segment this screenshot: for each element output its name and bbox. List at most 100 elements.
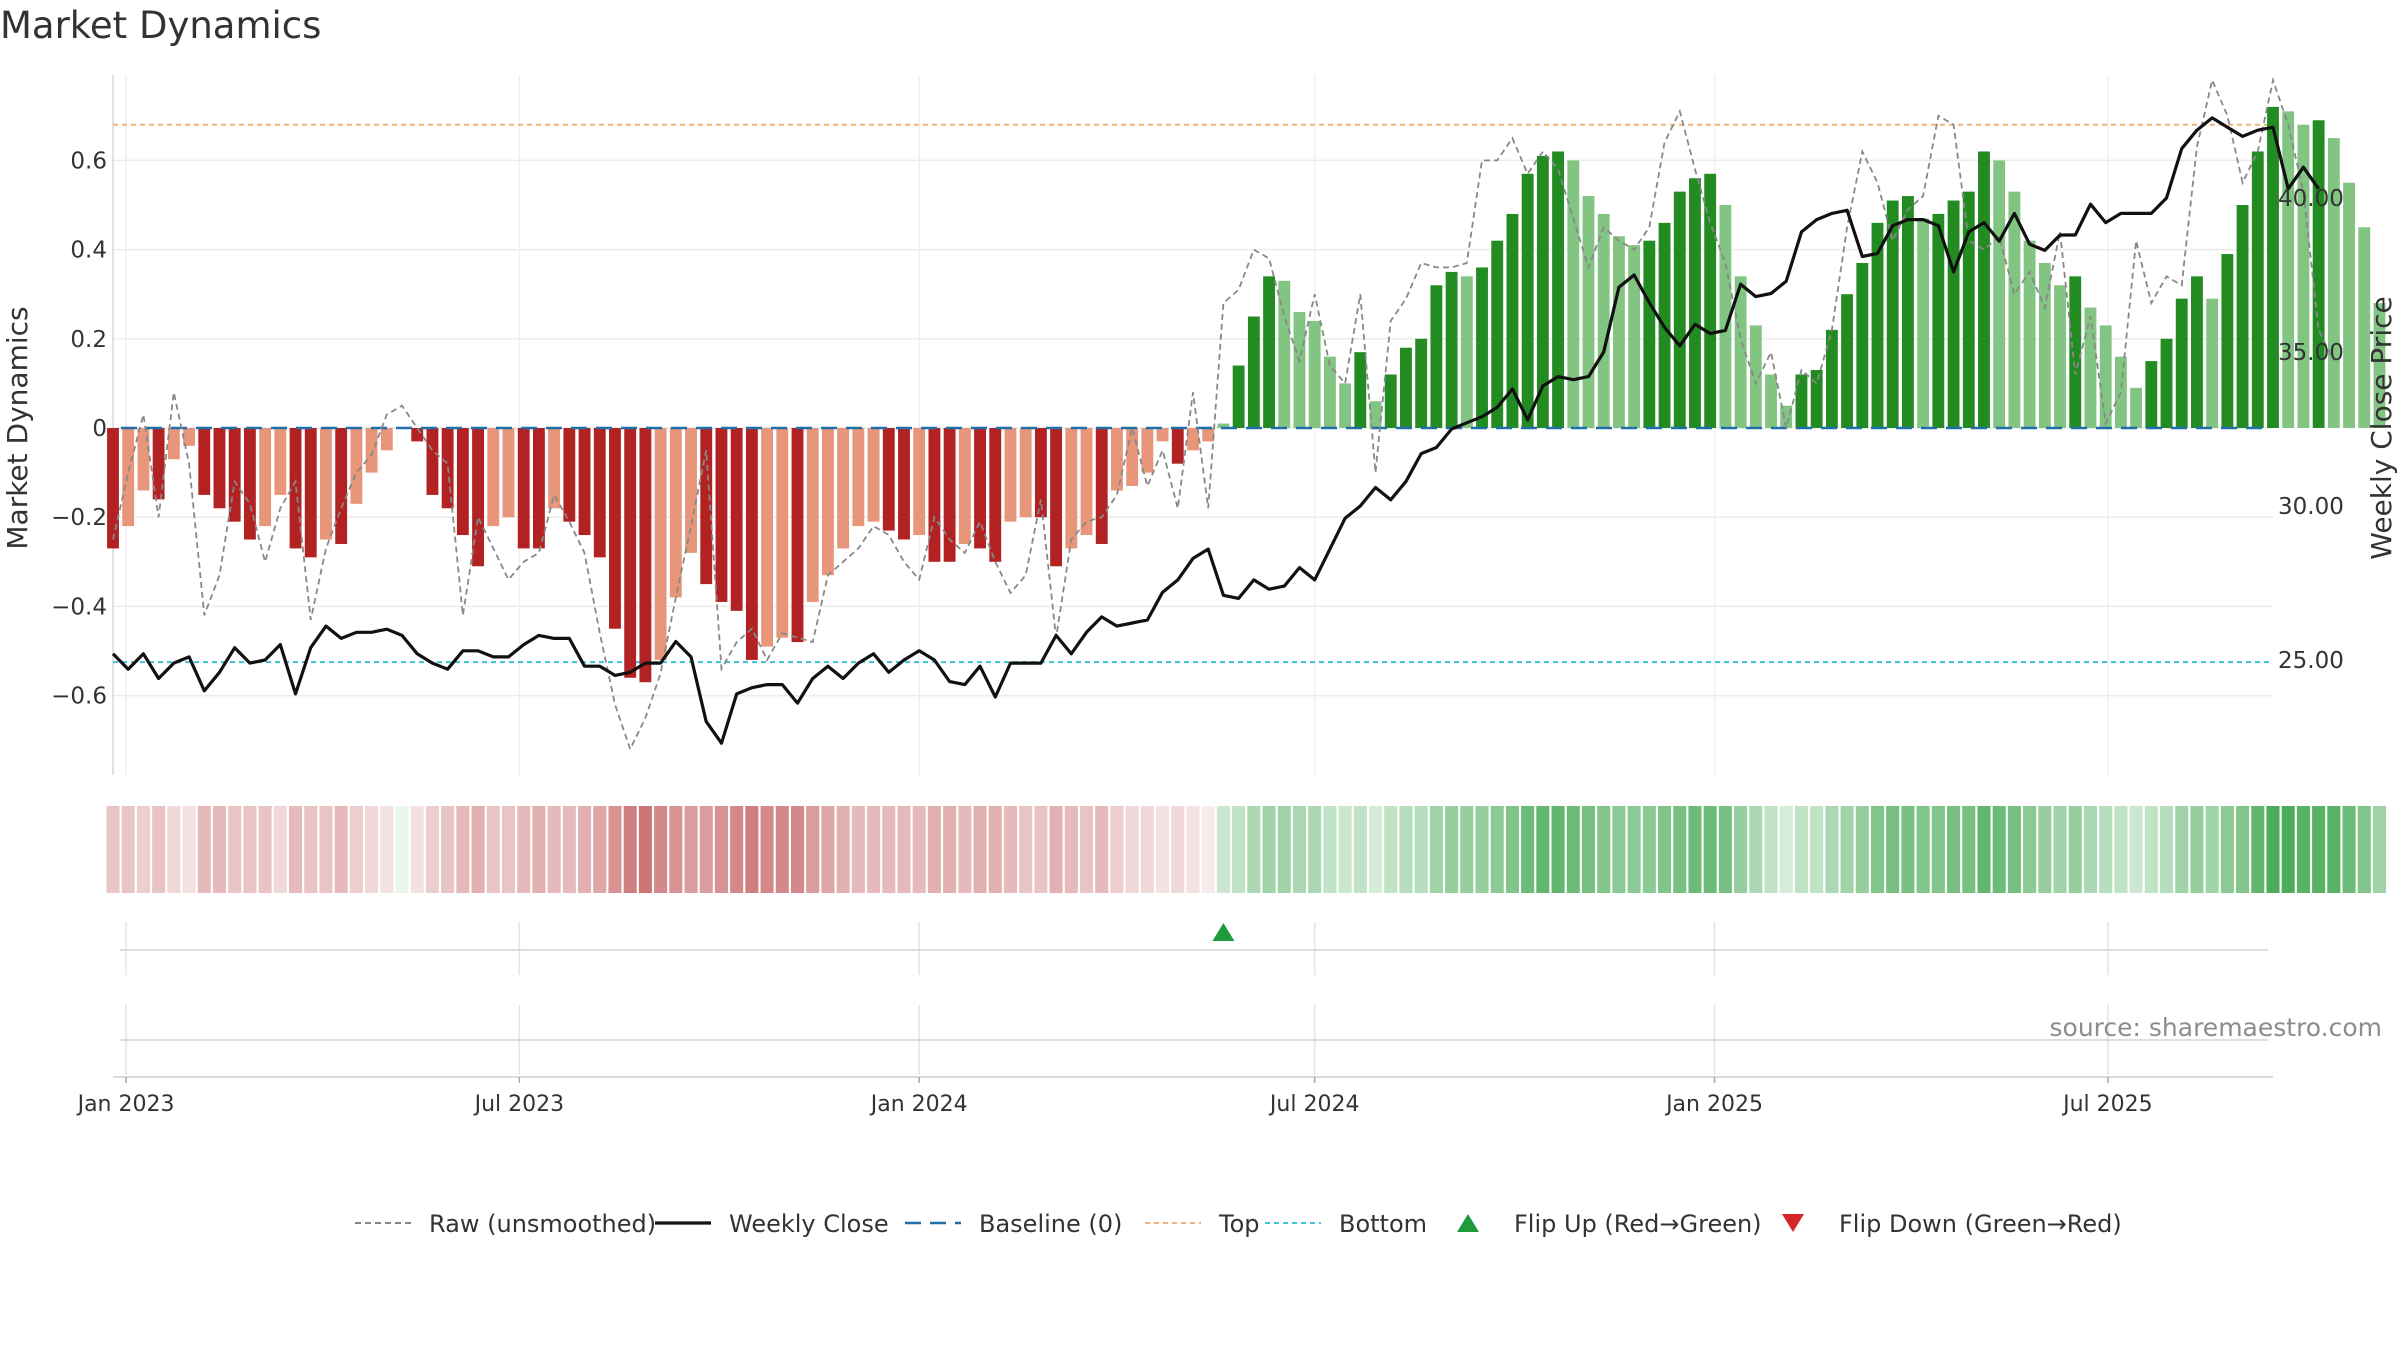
dynamics-bar [578, 428, 591, 536]
dynamics-bar [1521, 173, 1534, 428]
dynamics-bar [1901, 196, 1914, 428]
shading-cell [288, 806, 303, 893]
dynamics-bar [1749, 325, 1762, 428]
shading-cell [456, 806, 470, 893]
shading-cell [2038, 806, 2052, 893]
dynamics-bar [2099, 325, 2112, 428]
dynamics-bar [1506, 213, 1519, 428]
chart-title: Market Dynamics [0, 4, 322, 47]
legend-label: Bottom [1339, 1210, 1427, 1238]
dynamics-bar [2206, 298, 2219, 428]
shading-cell [2099, 806, 2113, 893]
shading-cell [380, 806, 394, 893]
y2-tick-label: 40.00 [2278, 186, 2344, 212]
dynamics-bar [837, 428, 850, 549]
dynamics-bar [335, 428, 348, 544]
dynamics-bar [1369, 401, 1382, 428]
shading-cell [2190, 806, 2204, 893]
shading-cell [897, 806, 911, 893]
dynamics-bar [654, 428, 667, 660]
shading-cell [1292, 806, 1307, 893]
shading-cell [1505, 806, 1519, 893]
dynamics-bar [609, 428, 621, 629]
dynamics-bar [1308, 320, 1321, 428]
dynamics-bar [243, 428, 256, 540]
shading-cell [2144, 806, 2158, 893]
shading-cell [1262, 806, 1276, 893]
shading-cell [2236, 806, 2250, 893]
shading-cell [2327, 806, 2341, 893]
y-axis-title: Market Dynamics [1, 306, 34, 549]
y2-tick-label: 25.00 [2278, 648, 2344, 674]
shading-cell [1049, 806, 1063, 893]
shading-cell [1186, 806, 1200, 893]
dynamics-bar [380, 428, 393, 451]
shading-cell [2220, 806, 2234, 893]
y2-tick-label: 35.00 [2278, 340, 2344, 366]
dynamics-bar [958, 428, 971, 544]
shading-cell [1947, 806, 1961, 893]
shading-cell [1521, 806, 1535, 893]
dynamics-bar [730, 428, 743, 611]
shading-cell [2357, 806, 2371, 893]
dynamics-bar [487, 428, 500, 527]
dynamics-bar [1734, 276, 1747, 428]
shading-cell [228, 806, 242, 893]
shading-cell [912, 806, 926, 893]
dynamics-bar [1187, 428, 1199, 451]
dynamics-bar [1156, 428, 1169, 442]
shading-cell [1201, 806, 1215, 893]
dynamics-bar [1034, 428, 1047, 518]
dynamics-bar [304, 428, 317, 558]
shading-cell [2007, 806, 2021, 893]
dynamics-bar [1247, 316, 1260, 428]
dynamics-bar [1323, 356, 1336, 428]
dynamics-bar [1278, 280, 1291, 428]
shading-cell [425, 806, 439, 893]
legend-label: Flip Down (Green→Red) [1839, 1210, 2122, 1238]
shading-cell [517, 806, 531, 893]
dynamics-bar [472, 428, 485, 567]
shading-cell [1642, 806, 1656, 893]
shading-cell [1977, 806, 1991, 893]
shading-cell [365, 806, 379, 893]
dynamics-bar [2297, 124, 2310, 428]
dynamics-bar [1095, 428, 1108, 544]
dynamics-bar [456, 428, 469, 536]
shading-cell [441, 806, 455, 893]
dynamics-bar [1582, 196, 1595, 428]
shading-cell [790, 806, 805, 893]
shading-cell [2372, 806, 2387, 893]
shading-cell [684, 806, 698, 893]
shading-cell [243, 806, 257, 893]
shading-cell [1916, 806, 1930, 893]
shading-cell [578, 806, 592, 893]
dynamics-bar [1917, 218, 1930, 428]
shading-cell [152, 806, 166, 893]
dynamics-bar [1141, 428, 1154, 473]
shading-cell [1003, 806, 1018, 893]
dynamics-bar [1126, 428, 1139, 486]
shading-cell [760, 806, 774, 893]
dynamics-bar [821, 428, 834, 576]
dynamics-bar [2358, 227, 2371, 428]
shading-cell [1749, 806, 1763, 893]
shading-cell [258, 806, 272, 893]
shading-cell [1597, 806, 1611, 893]
shading-cell [1338, 806, 1352, 893]
dynamics-bar [1932, 213, 1945, 428]
shading-cell [1901, 806, 1915, 893]
dynamics-bar [213, 428, 226, 509]
shading-cell [2129, 806, 2143, 893]
shading-cell [1095, 806, 1109, 893]
shading-cell [1064, 806, 1078, 893]
legend-item-top: Top [1145, 1210, 1260, 1238]
shading-cell [714, 806, 728, 893]
shading-cell [1688, 806, 1702, 893]
dynamics-bar [1795, 374, 1808, 428]
shading-cell [1384, 806, 1398, 893]
shading-cell [1445, 806, 1459, 893]
shading-cell [2281, 806, 2295, 893]
dynamics-bar [1719, 205, 1732, 428]
dynamics-bar [1765, 374, 1777, 428]
